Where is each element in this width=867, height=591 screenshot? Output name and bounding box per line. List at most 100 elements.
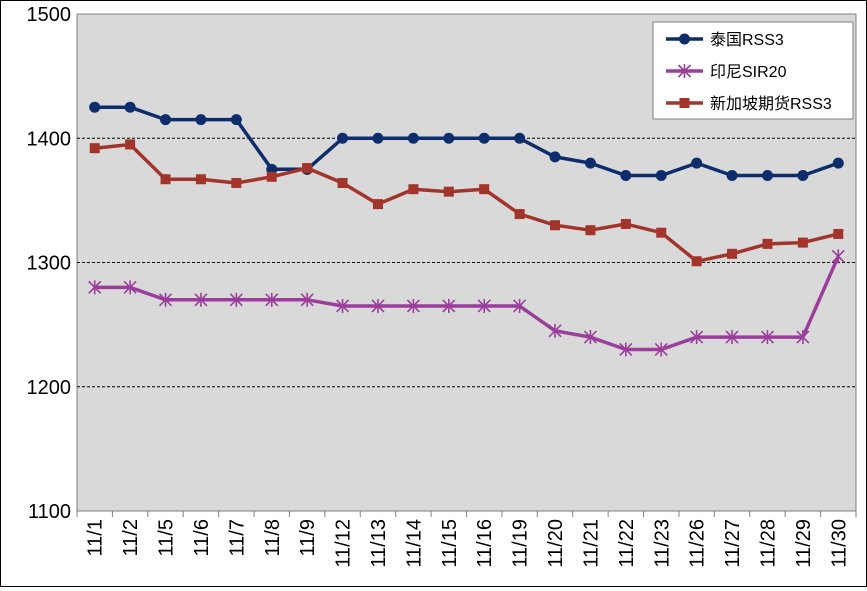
- series-3: [89, 139, 844, 267]
- y-tick-label: 1500: [27, 4, 72, 26]
- data-point: [479, 184, 490, 195]
- data-point: [619, 342, 633, 357]
- legend-entry: 泰国RSS3: [666, 31, 784, 49]
- data-point: [690, 330, 704, 345]
- legend-entry: 新加坡期货RSS3: [666, 95, 832, 113]
- data-point: [514, 132, 526, 144]
- data-point: [655, 170, 667, 182]
- data-point: [654, 342, 668, 357]
- x-tick-label: 11/22: [616, 519, 638, 568]
- x-tick-label: 11/16: [474, 519, 496, 568]
- x-tick-label: 11/5: [156, 519, 178, 556]
- legend-label: 印尼SIR20: [710, 63, 787, 81]
- y-tick-label: 1100: [28, 501, 71, 523]
- x-tick-label: 11/21: [580, 519, 602, 568]
- series-2: [88, 249, 845, 357]
- data-point: [337, 132, 349, 144]
- data-point: [831, 249, 845, 264]
- legend-label: 新加坡期货RSS3: [710, 95, 832, 113]
- data-point: [231, 177, 242, 188]
- x-tick-label: 11/28: [757, 519, 779, 568]
- x-tick-label: 11/29: [793, 519, 815, 568]
- data-point: [407, 132, 419, 144]
- x-tick-label: 11/13: [368, 519, 390, 568]
- data-point: [123, 280, 137, 295]
- x-tick-label: 11/1: [85, 519, 107, 556]
- data-point: [337, 177, 348, 188]
- data-point: [478, 132, 490, 144]
- y-tick-label: 1300: [27, 253, 72, 275]
- data-point: [371, 298, 385, 313]
- legend-label: 泰国RSS3: [710, 31, 784, 49]
- data-point: [442, 298, 456, 313]
- x-tick-label: 11/9: [297, 519, 319, 556]
- y-axis: 1100 1200 1300 1400 1500: [27, 4, 72, 523]
- data-point: [406, 298, 420, 313]
- x-tick-label: 11/23: [651, 519, 673, 568]
- data-point: [796, 330, 810, 345]
- data-point: [797, 170, 809, 182]
- x-axis: 11/1 11/2 11/5 11/6 11/7 11/8 11/9 11/12 11/13 11…: [76, 511, 857, 568]
- data-point: [548, 323, 562, 338]
- data-point: [266, 171, 277, 182]
- y-tick-label: 1400: [27, 128, 72, 150]
- data-point: [583, 330, 597, 345]
- legend-entry: 印尼SIR20: [666, 63, 787, 81]
- data-point: [302, 163, 313, 174]
- data-point: [677, 64, 692, 78]
- data-point: [125, 139, 136, 150]
- data-point: [760, 330, 775, 345]
- x-tick-label: 11/27: [722, 519, 744, 568]
- x-tick-label: 11/2: [120, 519, 142, 556]
- data-point: [584, 157, 596, 169]
- data-point: [265, 292, 279, 307]
- data-point: [229, 292, 243, 307]
- data-point: [477, 298, 491, 313]
- data-point: [513, 298, 527, 313]
- x-tick-label: 11/26: [687, 519, 709, 568]
- data-point: [408, 184, 419, 195]
- data-point: [89, 101, 101, 113]
- x-tick-label: 11/19: [510, 519, 532, 568]
- legend: 泰国RSS3 印尼SIR20 新加坡期货RSS3: [652, 21, 854, 120]
- data-point: [443, 132, 455, 144]
- data-point: [797, 237, 808, 248]
- data-point: [195, 114, 207, 126]
- series-line: [94, 142, 839, 264]
- data-point: [549, 151, 561, 163]
- data-point: [194, 292, 208, 307]
- data-point: [725, 330, 739, 345]
- y-tick-label: 1200: [27, 377, 72, 399]
- x-tick-label: 11/14: [403, 519, 425, 568]
- x-tick-label: 11/12: [333, 519, 355, 568]
- data-point: [727, 248, 738, 259]
- data-point: [691, 157, 703, 169]
- x-tick-label: 11/6: [191, 519, 213, 556]
- data-point: [443, 186, 454, 197]
- data-point: [691, 256, 702, 267]
- data-point: [160, 114, 172, 126]
- x-tick-label: 11/8: [262, 519, 284, 556]
- data-point: [88, 280, 102, 295]
- data-point: [726, 170, 738, 182]
- x-tick-label: 11/15: [439, 519, 461, 568]
- data-point: [372, 132, 384, 144]
- data-point: [585, 225, 596, 236]
- data-point: [833, 228, 844, 239]
- data-point: [158, 292, 173, 307]
- data-point: [679, 98, 690, 108]
- series-line: [94, 105, 839, 178]
- data-point: [832, 157, 844, 169]
- series-layer: [88, 101, 845, 357]
- data-point: [124, 101, 136, 113]
- data-point: [230, 114, 242, 126]
- data-point: [656, 227, 667, 238]
- data-point: [761, 170, 773, 182]
- data-point: [195, 174, 206, 185]
- data-point: [550, 220, 561, 231]
- data-point: [679, 33, 690, 45]
- x-tick-label: 11/7: [226, 519, 248, 556]
- series-line: [94, 255, 840, 352]
